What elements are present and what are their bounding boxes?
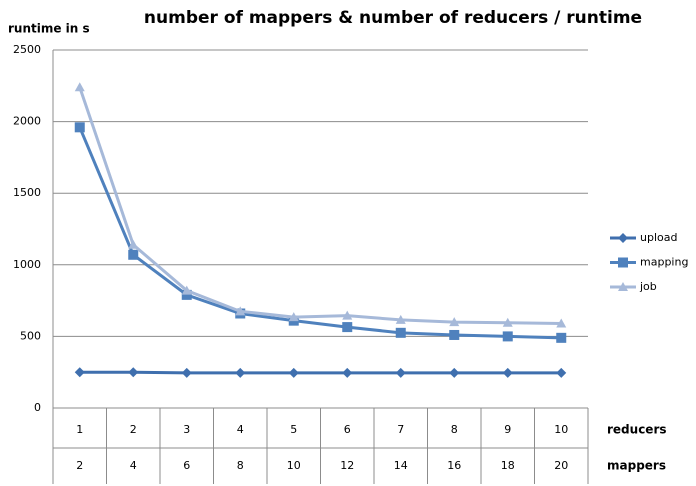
chart-title: number of mappers & number of reducers /…: [144, 8, 642, 28]
x-tick-label: 4: [130, 459, 137, 472]
marker: [128, 367, 139, 378]
marker: [181, 367, 192, 378]
x-tick-label: 9: [504, 423, 511, 436]
marker: [288, 312, 299, 322]
x-tick-label: 14: [394, 459, 408, 472]
marker: [449, 317, 460, 327]
series-line: [78, 126, 562, 340]
x-tick-label: 8: [237, 459, 244, 472]
marker: [235, 367, 246, 378]
y-axis-title: runtime in s: [8, 22, 90, 36]
x-tick-label: 3: [183, 423, 190, 436]
y-tick-label: 1000: [13, 258, 41, 271]
marker: [556, 332, 567, 343]
marker: [395, 327, 406, 338]
y-tick-label: 1500: [13, 186, 41, 199]
marker: [342, 310, 353, 320]
y-tick-label: 500: [20, 329, 41, 342]
marker: [556, 318, 567, 328]
marker: [74, 122, 85, 133]
marker: [618, 282, 628, 291]
x-tick-label: 2: [76, 459, 83, 472]
marker: [74, 367, 85, 378]
x-tick-label: 4: [237, 423, 244, 436]
marker: [181, 289, 192, 300]
x-tick-label: 10: [554, 423, 568, 436]
x-tick-label: 6: [344, 423, 351, 436]
marker: [395, 314, 406, 324]
series-line: [79, 370, 562, 375]
marker: [449, 367, 460, 378]
x-tick-label: 16: [447, 459, 461, 472]
x-tick-label: 10: [287, 459, 301, 472]
x-tick-label: 20: [554, 459, 568, 472]
marker: [618, 257, 628, 268]
marker: [288, 367, 299, 378]
marker: [342, 367, 353, 378]
marker: [128, 249, 139, 260]
x-tick-label: 2: [130, 423, 137, 436]
marker: [502, 317, 513, 327]
x-tick-label: 1: [76, 423, 83, 436]
category-row-label: reducers: [607, 423, 667, 437]
y-tick-label: 0: [34, 401, 41, 414]
marker: [618, 233, 628, 243]
marker: [502, 331, 513, 342]
marker: [74, 82, 85, 92]
y-tick-label: 2000: [13, 115, 41, 128]
x-tick-label: 12: [340, 459, 354, 472]
x-tick-label: 7: [397, 423, 404, 436]
marker: [235, 306, 246, 316]
marker: [556, 367, 567, 378]
marker: [502, 367, 513, 378]
legend-label: job: [639, 280, 657, 293]
y-tick-label: 2500: [13, 43, 41, 56]
marker: [449, 329, 460, 340]
legend-label: upload: [640, 231, 677, 244]
x-tick-label: 5: [290, 423, 297, 436]
category-row-label: mappers: [607, 459, 666, 473]
marker: [128, 239, 139, 249]
legend-label: mapping: [640, 256, 688, 269]
marker: [342, 322, 353, 333]
marker: [181, 285, 192, 295]
x-tick-label: 6: [183, 459, 190, 472]
series-line: [78, 86, 562, 326]
x-tick-label: 18: [501, 459, 515, 472]
x-tick-label: 8: [451, 423, 458, 436]
marker: [395, 367, 406, 378]
